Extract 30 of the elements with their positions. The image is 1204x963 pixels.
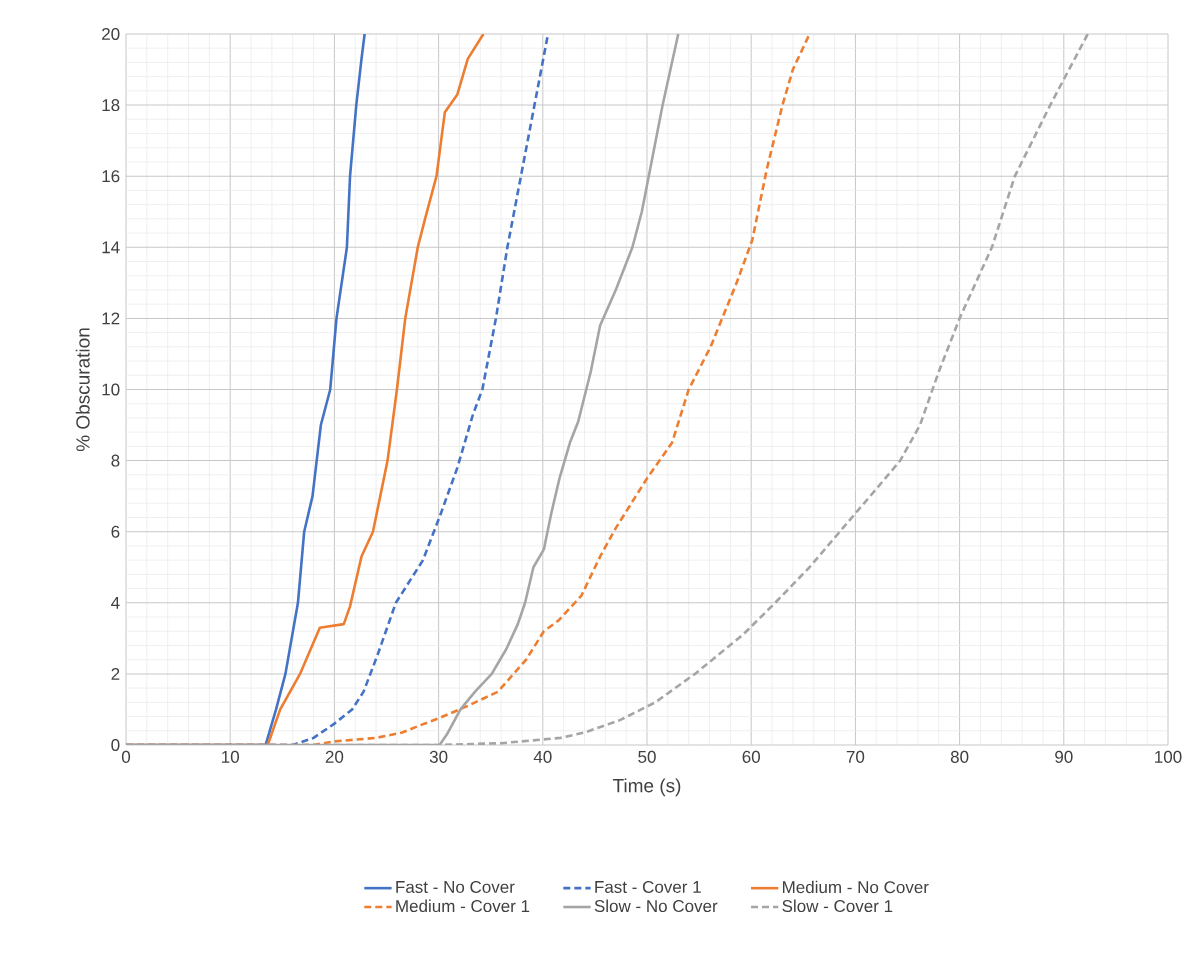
x-tick-label: 20	[325, 750, 344, 763]
y-tick-label: 4	[111, 596, 120, 609]
x-tick-label: 50	[638, 750, 656, 763]
y-tick-label: 16	[102, 170, 120, 183]
x-tick-label: 80	[950, 750, 969, 763]
y-tick-label: 8	[111, 454, 120, 467]
y-tick-label: 0	[111, 738, 120, 752]
legend-label: Fast - Cover 1	[595, 880, 701, 893]
legend-label: Fast - No Cover	[396, 880, 515, 893]
x-tick-label: 70	[846, 750, 865, 763]
x-tick-label: 90	[1055, 750, 1073, 763]
x-tick-label: 0	[121, 750, 131, 763]
x-tick-label: 60	[742, 750, 760, 763]
y-tick-label: 18	[102, 99, 120, 112]
legend-label: Medium - No Cover	[783, 880, 929, 894]
x-tick-label: 10	[222, 750, 239, 763]
legend-label: Medium - Cover 1	[396, 899, 530, 913]
x-axis-title: Time (s)	[612, 778, 681, 797]
y-tick-label: 6	[111, 525, 120, 538]
y-axis-title: % Obscuration	[75, 328, 90, 452]
y-tick-label: 12	[102, 312, 120, 325]
y-tick-label: 20	[102, 27, 120, 41]
y-tick-label: 14	[102, 241, 120, 254]
y-tick-label: 2	[111, 667, 120, 680]
legend-label: Slow - No Cover	[594, 899, 718, 913]
y-tick-label: 10	[102, 383, 120, 396]
legend-label: Slow - Cover 1	[782, 899, 893, 913]
x-tick-label: 40	[533, 750, 552, 763]
x-tick-label: 30	[429, 750, 448, 763]
x-tick-label: 100	[1155, 750, 1182, 763]
